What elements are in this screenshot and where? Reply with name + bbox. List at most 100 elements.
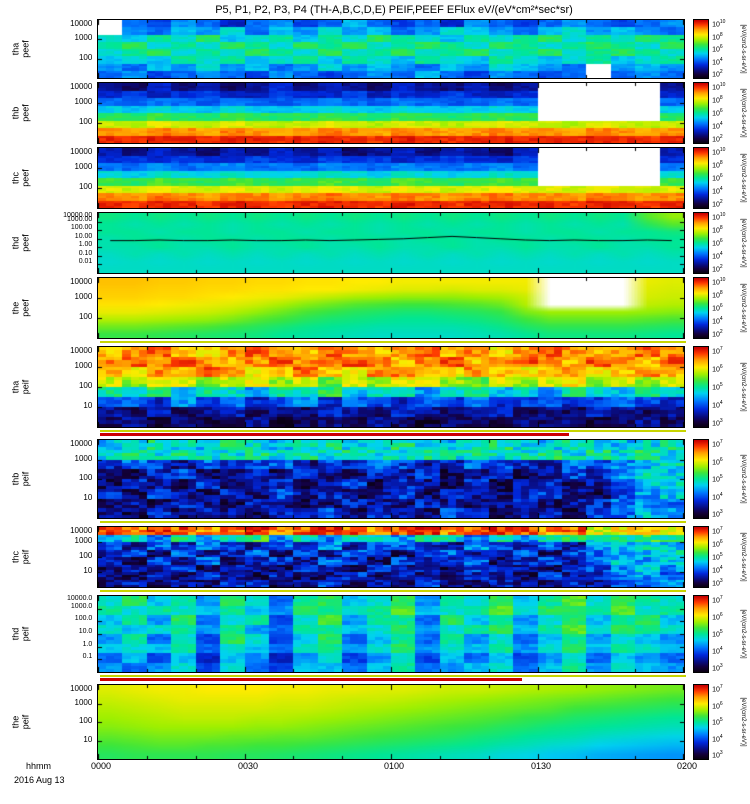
data-gap-bars (100, 341, 750, 343)
spectrogram-thc-peef (97, 147, 686, 209)
ytick-label: 10 (83, 493, 93, 502)
colorbar-unit-label: [eV/(cm2-s-sr-eV)] (736, 277, 750, 339)
ytick-labels: 10000 1000 100 (43, 277, 98, 339)
colorbar-ticks: 107 106 105 104 103 (709, 439, 736, 519)
ytick-label: 1000 (74, 162, 93, 171)
plot-area (97, 595, 686, 673)
colorbar-tha-peif (693, 346, 710, 428)
colorbar-tick-label: 106 (712, 612, 723, 622)
separator-bar-yellow (100, 341, 686, 343)
colorbar-thd-peef (693, 212, 710, 274)
ytick-label: 100 (78, 117, 93, 126)
colorbar-tick-label: 103 (712, 750, 723, 760)
colorbar-tick-label: 108 (712, 160, 723, 170)
ytick-label: 10000 (70, 346, 93, 355)
ytick-labels: 10000 1000 100 10 (43, 684, 98, 760)
ytick-label: 100 (78, 312, 93, 321)
colorbar-unit-text: [eV/(cm2-s-sr-eV)] (740, 88, 747, 138)
ytick-label: 10 (83, 566, 93, 575)
plot-area (97, 19, 686, 79)
ytick-label: 1000.00 (67, 216, 93, 223)
ytick-label: 1000 (74, 292, 93, 301)
ylabel-col: the peif (0, 684, 43, 760)
panel-thb-peif: thb peif 10000 1000 100 10 107 106 105 104 103 [eV… (0, 439, 750, 519)
colorbar-tick-label: 102 (712, 69, 723, 79)
panel-tha-peif: tha peif 10000 1000 100 10 107 106 105 104 103 [eV… (0, 346, 750, 428)
colorbar-tick-label: 107 (712, 526, 723, 536)
colorbar-unit-text: [eV/(cm2-s-sr-eV)] (740, 362, 747, 412)
colorbar-tick-label: 106 (712, 108, 723, 118)
x-tick-label: 0030 (237, 761, 259, 771)
ytick-label: 1000 (74, 454, 93, 463)
ytick-label: 10 (83, 735, 93, 744)
colorbar-tick-label: 1010 (712, 82, 726, 92)
plot-area (97, 526, 686, 588)
panel-the-peef: the peef 10000 1000 100 1010 108 106 104 102 [eV/… (0, 277, 750, 339)
separator-bar-yellow (100, 430, 686, 432)
colorbar-unit-text: [eV/(cm2-s-sr-eV)] (740, 697, 747, 747)
ytick-labels: 10000.00 1000.00 100.00 10.00 1.00 0.10 0.01 (43, 212, 98, 274)
colorbar-tick-label: 104 (712, 186, 723, 196)
colorbar-tick-label: 104 (712, 492, 723, 502)
colorbar-unit-text: [eV/(cm2-s-sr-eV)] (740, 609, 747, 659)
ytick-labels: 10000 1000 100 10 (43, 439, 98, 519)
ytick-label: 10000.00 (63, 212, 93, 219)
ytick-label: 10000.0 (67, 595, 93, 602)
x-axis-label: hhmm (26, 761, 52, 771)
ytick-labels: 10000 1000 100 (43, 82, 98, 144)
spectrogram-the-peif (97, 684, 686, 760)
ytick-label: 1000 (74, 97, 93, 106)
colorbar-tick-label: 105 (712, 717, 723, 727)
ytick-label: 100 (78, 551, 93, 560)
spectrogram-thc-peif (97, 526, 686, 588)
colorbar-tick-label: 104 (712, 57, 723, 67)
colorbar-unit-label: [eV/(cm2-s-sr-eV)] (736, 82, 750, 144)
colorbar-ticks: 1010 108 106 104 102 (709, 19, 736, 79)
colorbar-thb-peif (693, 439, 710, 519)
data-gap-bars (100, 590, 750, 592)
panel-tha-peef: tha peef 10000 1000 100 1010 108 106 104 102 [eV/… (0, 19, 750, 79)
data-gap-bars (100, 430, 750, 436)
ytick-label: 100 (78, 716, 93, 725)
colorbar-unit-label: [eV/(cm2-s-sr-eV)] (736, 684, 750, 760)
panel-ylabel: thb peef (11, 104, 32, 122)
panel-the-peif: the peif 10000 1000 100 10 107 106 105 104 103 [eV… (0, 684, 750, 760)
ylabel-col: thd peef (0, 212, 43, 274)
ytick-label: 10.00 (74, 233, 93, 240)
colorbar-ticks: 107 106 105 104 103 (709, 684, 736, 760)
ylabel-col: tha peif (0, 346, 43, 428)
colorbar-the-peif (693, 684, 710, 760)
colorbar-tick-label: 102 (712, 134, 723, 144)
ytick-label: 10000 (70, 147, 93, 156)
separator-bar-yellow (100, 675, 686, 677)
colorbar-unit-label: [eV/(cm2-s-sr-eV)] (736, 346, 750, 428)
colorbar-tick-label: 107 (712, 595, 723, 605)
ytick-labels: 10000 1000 100 10 (43, 346, 98, 428)
panel-ylabel: thd peef (11, 234, 32, 252)
colorbar-tick-label: 106 (712, 173, 723, 183)
data-gap-bars (100, 521, 750, 523)
ylabel-col: thc peef (0, 147, 43, 209)
colorbar-tick-label: 108 (712, 225, 723, 235)
colorbar-unit-label: [eV/(cm2-s-sr-eV)] (736, 595, 750, 673)
ylabel-col: thd peif (0, 595, 43, 673)
ytick-label: 1000.0 (70, 603, 93, 610)
data-bar-red (100, 433, 569, 436)
colorbar-tick-label: 104 (712, 121, 723, 131)
spectrogram-thd-peef (97, 212, 686, 274)
separator-bar-yellow (100, 521, 686, 523)
colorbar-tick-label: 105 (712, 474, 723, 484)
spectrogram-the-peef (97, 277, 686, 339)
plot-area (97, 346, 686, 428)
ytick-labels: 10000 1000 100 (43, 19, 98, 79)
plot-title: P5, P1, P2, P3, P4 (TH-A,B,C,D,E) PEIF,P… (215, 4, 573, 16)
colorbar-ticks: 1010 108 106 104 102 (709, 147, 736, 209)
colorbar-tick-label: 106 (712, 539, 723, 549)
ytick-label: 10000 (70, 82, 93, 91)
colorbar-tick-label: 104 (712, 400, 723, 410)
colorbar-tick-label: 106 (712, 303, 723, 313)
ytick-label: 10 (83, 401, 93, 410)
colorbar-tick-label: 102 (712, 329, 723, 339)
colorbar-tick-label: 1010 (712, 19, 726, 29)
colorbar-thc-peif (693, 526, 710, 588)
